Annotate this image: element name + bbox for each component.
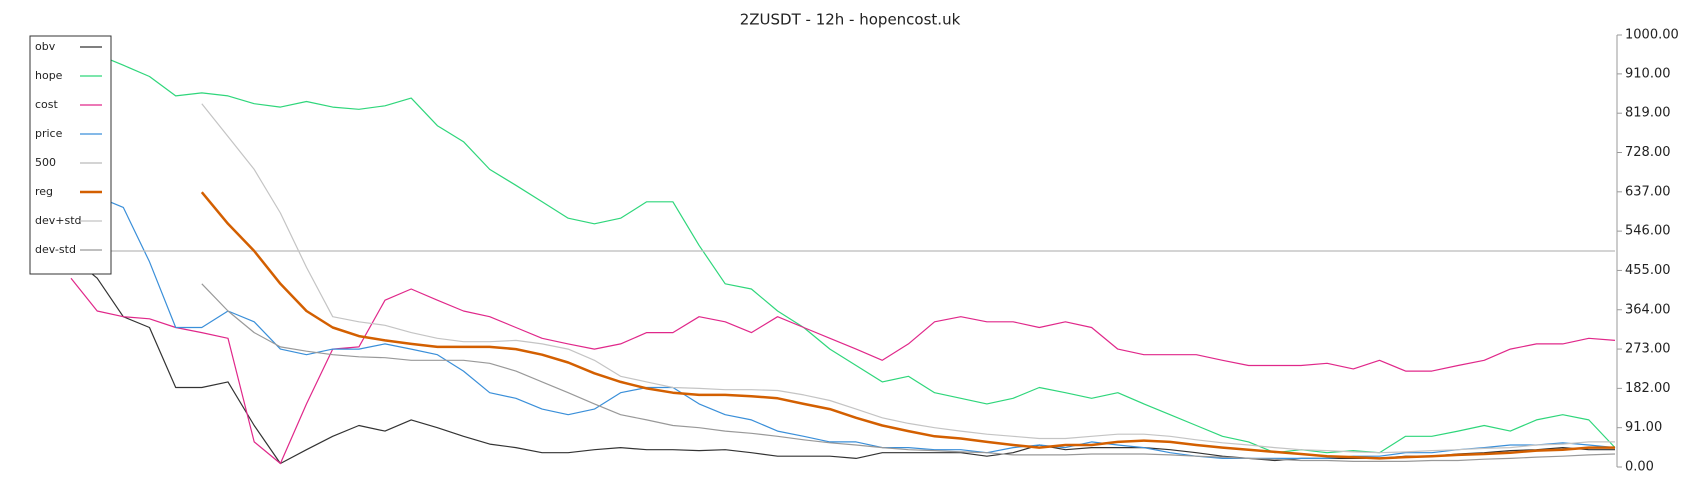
legend: obv hope cost price 500 reg dev+std dev-std [29,35,112,275]
y-tick-label: 1000.00 [1625,28,1679,43]
y-tick-label: 819.00 [1625,106,1671,121]
y-tick-label: 455.00 [1625,263,1671,278]
y-tick-label: 91.00 [1625,420,1662,435]
series-line [201,283,1616,462]
y-tick-label: 910.00 [1625,66,1671,81]
legend-label: reg [35,185,53,198]
series-line [70,277,1616,465]
legend-label: obv [35,40,56,53]
y-tick-label: 273.00 [1625,342,1671,357]
legend-label: price [35,127,63,140]
y-tick-label: 637.00 [1625,184,1671,199]
legend-label: 500 [35,156,56,169]
legend-label: cost [35,98,59,111]
legend-label: dev+std [35,214,82,227]
legend-label: dev-std [35,243,76,256]
y-tick-label: 728.00 [1625,145,1671,160]
chart-title: 2ZUSDT - 12h - hopencost.uk [740,11,961,29]
y-tick-label: 182.00 [1625,381,1671,396]
legend-label: hope [35,69,63,82]
y-tick-label: 364.00 [1625,302,1671,317]
series-line [200,191,1615,460]
y-tick-label: 546.00 [1625,224,1671,239]
series-line [70,256,1615,465]
series-line [201,103,1615,454]
series-line [70,43,1616,454]
y-tick-label: 0.00 [1625,460,1654,475]
